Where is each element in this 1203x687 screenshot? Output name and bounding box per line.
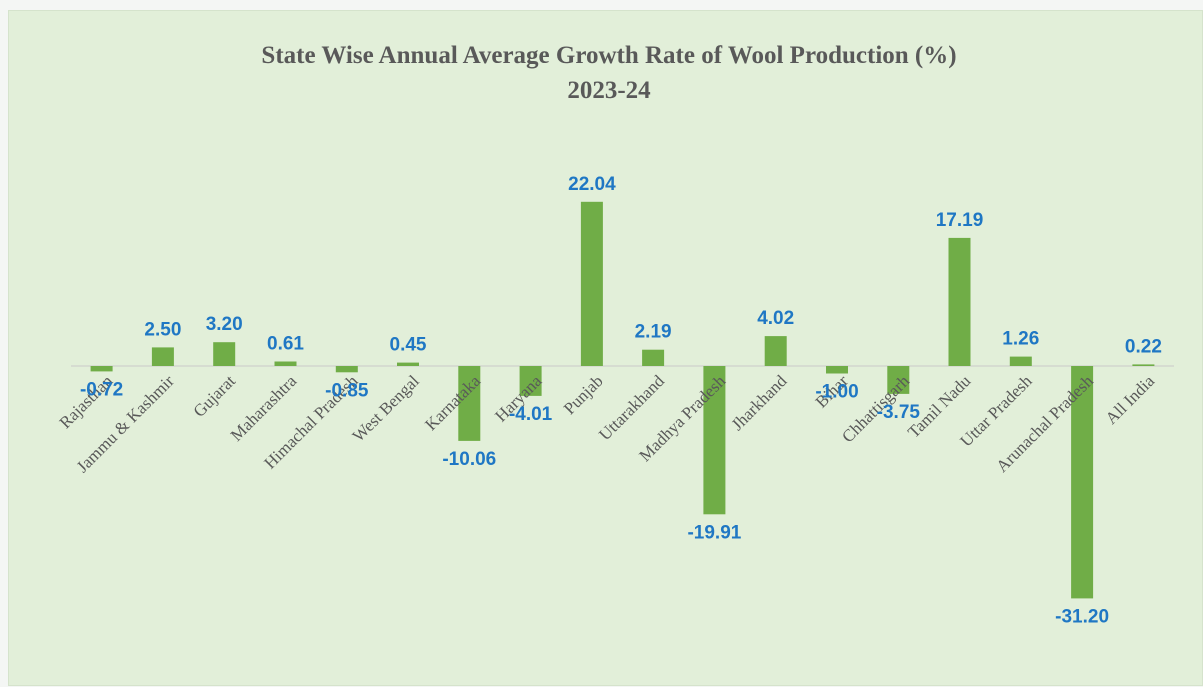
bar-tamil-nadu	[948, 237, 971, 366]
chart-title: State Wise Annual Average Growth Rate of…	[261, 42, 956, 69]
bars-group	[90, 201, 1155, 599]
chart-subtitle: 2023-24	[567, 77, 651, 104]
value-label-all-india: 0.22	[1125, 336, 1162, 357]
chart-area: State Wise Annual Average Growth Rate of…	[8, 10, 1203, 686]
bar-rajasthan	[90, 366, 113, 372]
category-label-all-india: All India	[1102, 371, 1159, 428]
value-label-bihar: -1.00	[815, 381, 858, 402]
bar-arunachal-pradesh	[1071, 366, 1094, 599]
category-label-jharkhand: Jharkhand	[728, 371, 791, 434]
bar-maharashtra	[274, 361, 297, 366]
value-label-chhattisgarh: -3.75	[877, 402, 921, 423]
value-label-gujarat: 3.20	[206, 314, 243, 335]
bar-all-india	[1132, 364, 1155, 366]
category-label-gujarat: Gujarat	[190, 371, 240, 421]
value-label-uttar-pradesh: 1.26	[1002, 329, 1039, 350]
value-label-haryana: -4.01	[509, 404, 553, 425]
bar-uttar-pradesh	[1009, 356, 1032, 366]
value-label-punjab: 22.04	[568, 174, 616, 195]
value-labels-group: -0.72 2.50 3.20 0.61 -0.85 0.45 -10.06 -4.01 22.…	[80, 174, 1162, 628]
value-label-madhya-pradesh: -19.91	[687, 522, 741, 543]
bar-west-bengal	[397, 362, 419, 366]
value-label-uttarakhand: 2.19	[635, 322, 672, 343]
bar-gujarat	[213, 342, 236, 366]
value-label-himachal-pradesh: -0.85	[325, 380, 369, 401]
value-label-jharkhand: 4.02	[757, 308, 794, 329]
value-label-west-bengal: 0.45	[390, 335, 427, 356]
bar-himachal-pradesh	[335, 366, 358, 373]
bar-uttarakhand	[642, 349, 665, 366]
value-label-arunachal-pradesh: -31.20	[1055, 606, 1109, 627]
value-label-jammu-kashmir: 2.50	[144, 319, 181, 340]
bar-karnataka	[458, 366, 481, 441]
bar-jammu-kashmir	[151, 347, 174, 366]
value-label-karnataka: -10.06	[442, 449, 496, 470]
bar-jharkhand	[764, 336, 787, 366]
bar-punjab	[580, 201, 603, 366]
bar-bihar	[826, 366, 848, 374]
value-label-rajasthan: -0.72	[80, 379, 123, 400]
bar-chhattisgarh	[887, 366, 910, 394]
value-label-maharashtra: 0.61	[267, 334, 304, 355]
bar-madhya-pradesh	[703, 366, 726, 515]
bar-chart: State Wise Annual Average Growth Rate of…	[56, 42, 1174, 628]
value-label-tamil-nadu: 17.19	[936, 210, 984, 231]
bar-haryana	[519, 366, 542, 396]
category-label-punjab: Punjab	[560, 371, 607, 418]
